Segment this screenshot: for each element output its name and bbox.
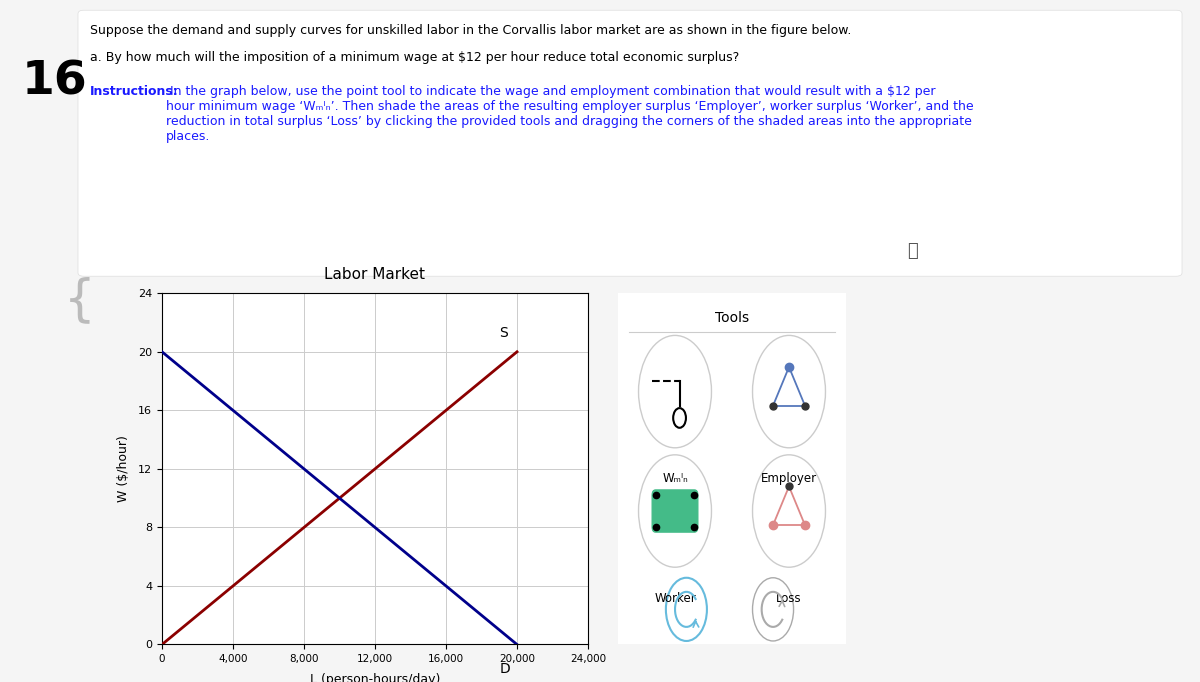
Text: Worker: Worker xyxy=(654,592,696,605)
Text: Tools: Tools xyxy=(715,311,749,325)
FancyBboxPatch shape xyxy=(616,290,848,648)
Text: a. By how much will the imposition of a minimum wage at $12 per hour reduce tota: a. By how much will the imposition of a … xyxy=(90,51,739,64)
Text: In the graph below, use the point tool to indicate the wage and employment combi: In the graph below, use the point tool t… xyxy=(166,85,973,143)
Text: Suppose the demand and supply curves for unskilled labor in the Corvallis labor : Suppose the demand and supply curves for… xyxy=(90,24,851,37)
Y-axis label: W ($/hour): W ($/hour) xyxy=(116,435,130,503)
Text: D: D xyxy=(499,662,510,676)
Circle shape xyxy=(752,578,793,641)
FancyBboxPatch shape xyxy=(653,490,698,532)
Text: ⓘ: ⓘ xyxy=(907,242,917,260)
Circle shape xyxy=(752,455,826,567)
Text: Employer: Employer xyxy=(761,473,817,486)
Circle shape xyxy=(638,455,712,567)
X-axis label: L (person-hours/day): L (person-hours/day) xyxy=(310,672,440,682)
Text: Loss: Loss xyxy=(776,592,802,605)
Text: S: S xyxy=(499,326,508,340)
Text: Wₘᴵₙ: Wₘᴵₙ xyxy=(662,473,688,486)
Circle shape xyxy=(666,578,707,641)
Title: Labor Market: Labor Market xyxy=(324,267,426,282)
Text: 16: 16 xyxy=(22,59,88,104)
Circle shape xyxy=(752,336,826,448)
Circle shape xyxy=(638,336,712,448)
Text: Instructions:: Instructions: xyxy=(90,85,179,98)
Circle shape xyxy=(673,408,686,428)
Text: {: { xyxy=(64,276,95,324)
